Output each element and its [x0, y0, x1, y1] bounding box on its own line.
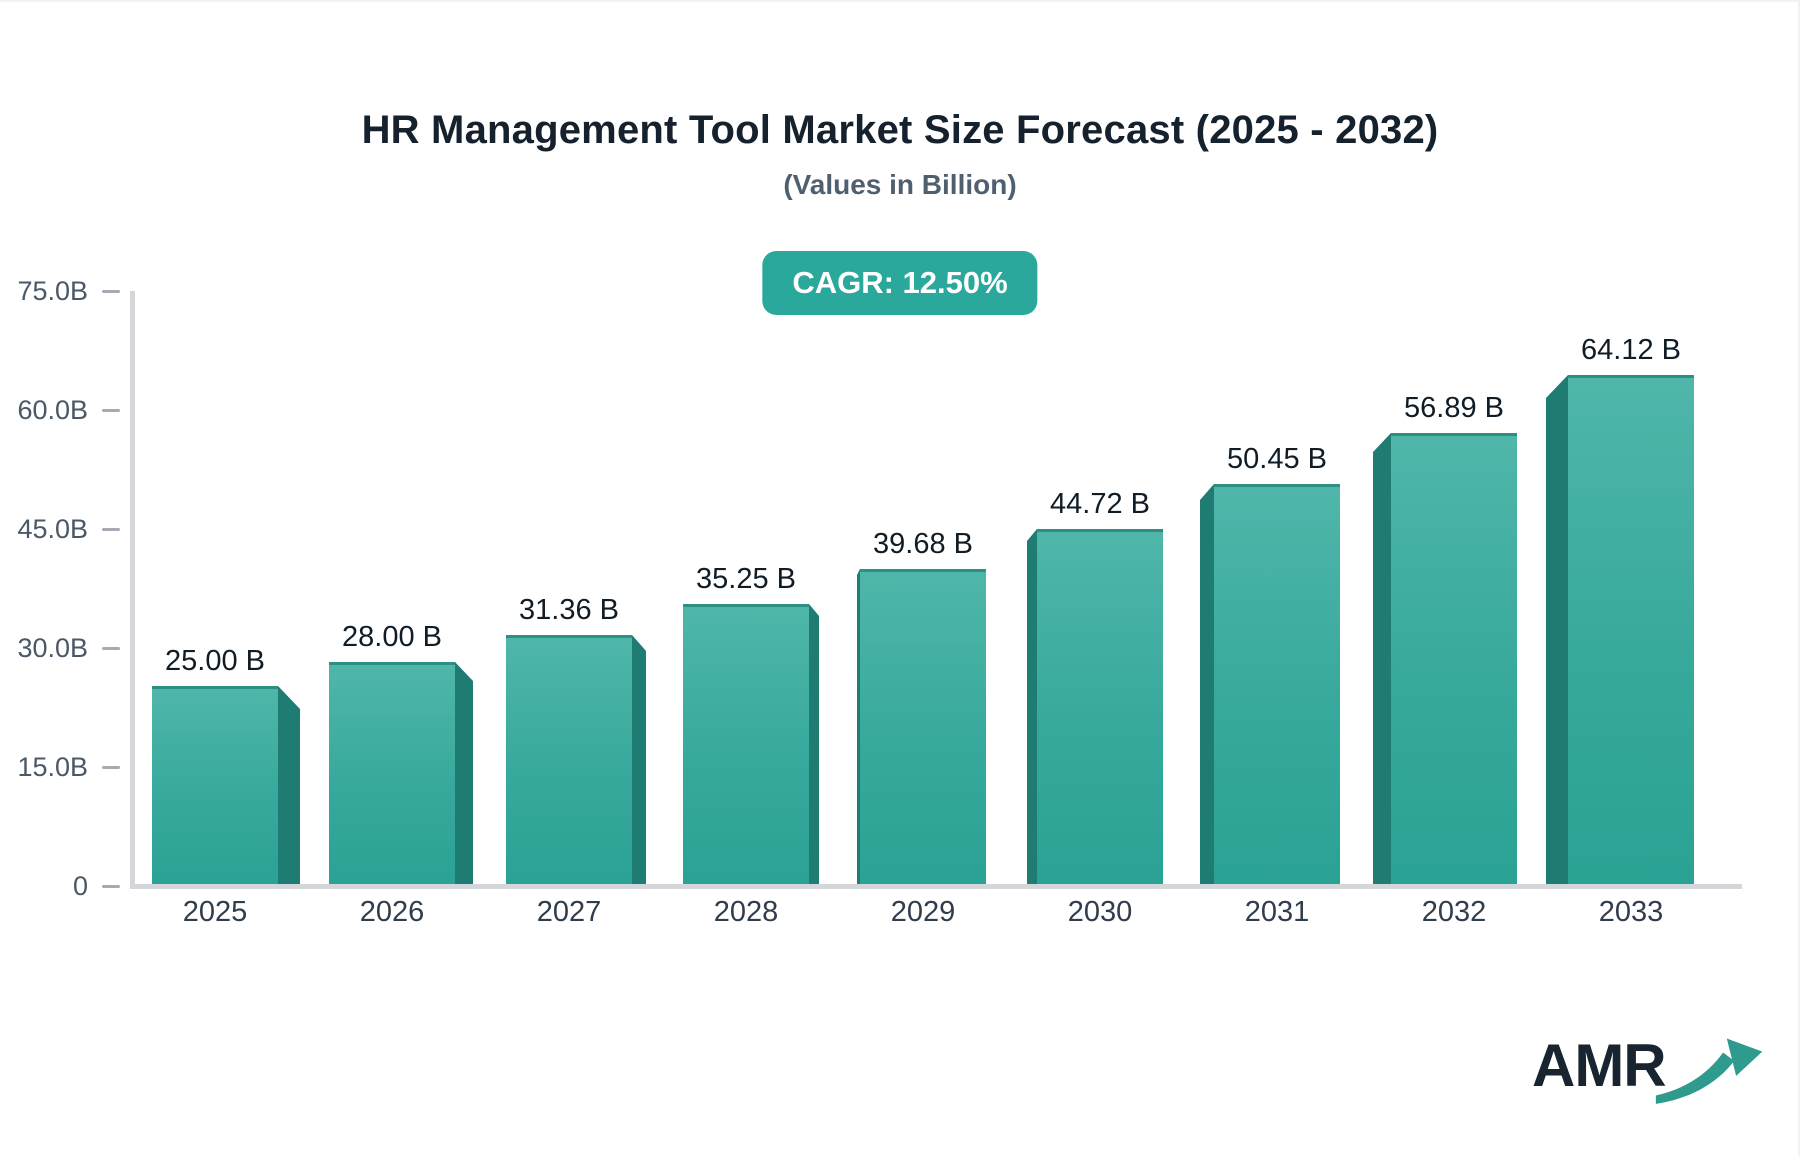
bar-2032: 56.89 B — [1373, 392, 1517, 884]
ytick-label-45: 45.0B — [17, 514, 88, 544]
bar-face — [329, 662, 455, 884]
bar-2033: 64.12 B — [1546, 334, 1694, 884]
bar-side-face — [1546, 375, 1568, 884]
ytick-dash — [102, 647, 120, 650]
bar-side-face — [1373, 433, 1391, 884]
chart-subtitle: (Values in Billion) — [783, 169, 1017, 200]
xtick-label-2030: 2030 — [1067, 896, 1133, 928]
ytick-label-75: 75.0B — [17, 276, 88, 306]
bar-2027: 31.36 B — [506, 594, 646, 884]
bar-2031: 50.45 B — [1200, 443, 1340, 884]
bar-face — [152, 686, 278, 884]
bar-value-label: 25.00 B — [165, 645, 265, 677]
cagr-badge: CAGR: 12.50% — [762, 251, 1038, 315]
bar-side-face — [1200, 484, 1214, 884]
y-axis-line — [130, 291, 135, 886]
page-top-edge — [0, 0, 1800, 2]
bar-face — [506, 635, 632, 884]
bar-2030: 44.72 B — [1027, 488, 1163, 884]
bar-value-label: 44.72 B — [1050, 488, 1150, 520]
bar-value-label: 56.89 B — [1404, 392, 1504, 424]
amr-logo-text: AMR — [1532, 1032, 1667, 1099]
x-axis-line — [130, 884, 1742, 889]
bar-side-face — [455, 662, 473, 884]
bar-side-face — [632, 635, 646, 884]
bar-value-label: 35.25 B — [696, 563, 796, 595]
ytick-dash — [102, 766, 120, 769]
bar-face — [1214, 484, 1340, 884]
bar-value-label: 39.68 B — [873, 528, 973, 560]
bar-2026: 28.00 B — [329, 621, 473, 884]
bar-side-face — [857, 569, 860, 884]
ytick-dash — [102, 409, 120, 412]
bar-face — [860, 569, 986, 884]
bar-value-label: 50.45 B — [1227, 443, 1327, 475]
bar-value-label: 31.36 B — [519, 594, 619, 626]
amr-logo: AMR — [1532, 1030, 1766, 1117]
ytick-label-15: 15.0B — [17, 752, 88, 782]
bar-face — [1391, 433, 1517, 884]
xtick-label-2028: 2028 — [713, 896, 779, 928]
xtick-label-2029: 2029 — [890, 896, 956, 928]
xtick-label-2032: 2032 — [1421, 896, 1487, 928]
ytick-label-60: 60.0B — [17, 395, 88, 425]
page-right-edge — [1798, 0, 1800, 1156]
bar-2025: 25.00 B — [152, 645, 300, 884]
xtick-label-2027: 2027 — [536, 896, 602, 928]
xtick-label-2031: 2031 — [1244, 896, 1310, 928]
bar-2029: 39.68 B — [857, 528, 986, 884]
bar-face — [1568, 375, 1694, 884]
ytick-dash — [102, 290, 120, 293]
bar-2028: 35.25 B — [683, 563, 819, 884]
ytick-dash — [102, 885, 120, 888]
xtick-label-2025: 2025 — [182, 896, 248, 928]
bar-side-face — [278, 686, 300, 884]
ytick-label-0: 0 — [72, 871, 88, 901]
bar-face — [683, 604, 809, 884]
ytick-dash — [102, 528, 120, 531]
bar-value-label: 28.00 B — [342, 621, 442, 653]
chart-title: HR Management Tool Market Size Forecast … — [361, 108, 1439, 152]
bar-side-face — [809, 604, 819, 884]
bar-face — [1037, 529, 1163, 884]
bar-side-face — [1027, 529, 1037, 884]
bar-value-label: 64.12 B — [1581, 334, 1681, 366]
xtick-label-2033: 2033 — [1598, 896, 1664, 928]
trending-up-arrow-icon — [1654, 1036, 1766, 1117]
ytick-label-30: 30.0B — [17, 633, 88, 663]
xtick-label-2026: 2026 — [359, 896, 425, 928]
